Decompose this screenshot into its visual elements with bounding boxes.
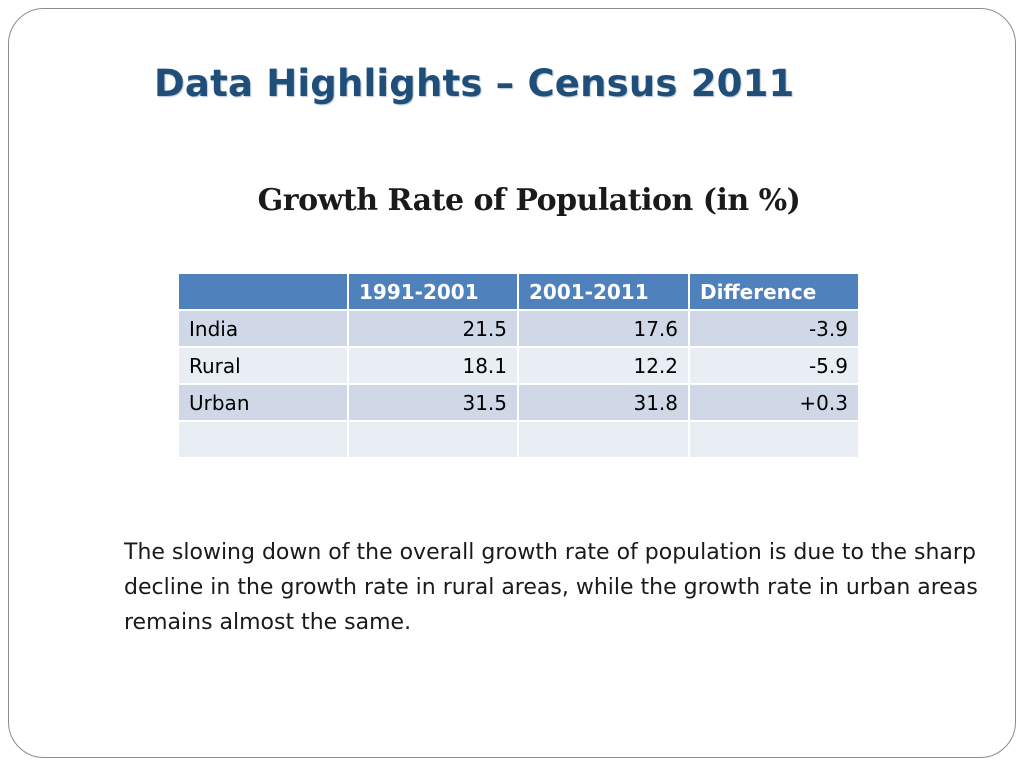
column-header-2001-2011: 2001-2011 (517, 272, 690, 311)
table-cell (688, 420, 860, 459)
column-header-blank (177, 272, 349, 311)
table-cell: +0.3 (688, 383, 860, 422)
table-cell: 31.5 (347, 383, 519, 422)
table-cell: 12.2 (517, 346, 690, 385)
table-cell (347, 420, 519, 459)
table-row-empty (177, 420, 860, 459)
column-header-1991-2001: 1991-2001 (347, 272, 519, 311)
table-row: Rural 18.1 12.2 -5.9 (177, 346, 860, 385)
table-cell: 31.8 (517, 383, 690, 422)
table-cell: 18.1 (347, 346, 519, 385)
table-cell: -3.9 (688, 309, 860, 348)
slide-title: Data Highlights – Census 2011 (154, 62, 795, 105)
row-label: India (177, 309, 349, 348)
table-header-row: 1991-2001 2001-2011 Difference (177, 272, 860, 311)
table-cell (177, 420, 349, 459)
table-cell: 17.6 (517, 309, 690, 348)
row-label: Urban (177, 383, 349, 422)
table-cell: 21.5 (347, 309, 519, 348)
growth-rate-table: 1991-2001 2001-2011 Difference India 21.… (177, 272, 860, 459)
table-caption: Growth Rate of Population (in %) (257, 183, 801, 218)
slide: Data Highlights – Census 2011 Growth Rat… (8, 8, 1016, 758)
table-row: India 21.5 17.6 -3.9 (177, 309, 860, 348)
row-label: Rural (177, 346, 349, 385)
table-cell: -5.9 (688, 346, 860, 385)
table-cell (517, 420, 690, 459)
table-row: Urban 31.5 31.8 +0.3 (177, 383, 860, 422)
explanation-text: The slowing down of the overall growth r… (124, 540, 978, 635)
column-header-difference: Difference (688, 272, 860, 311)
